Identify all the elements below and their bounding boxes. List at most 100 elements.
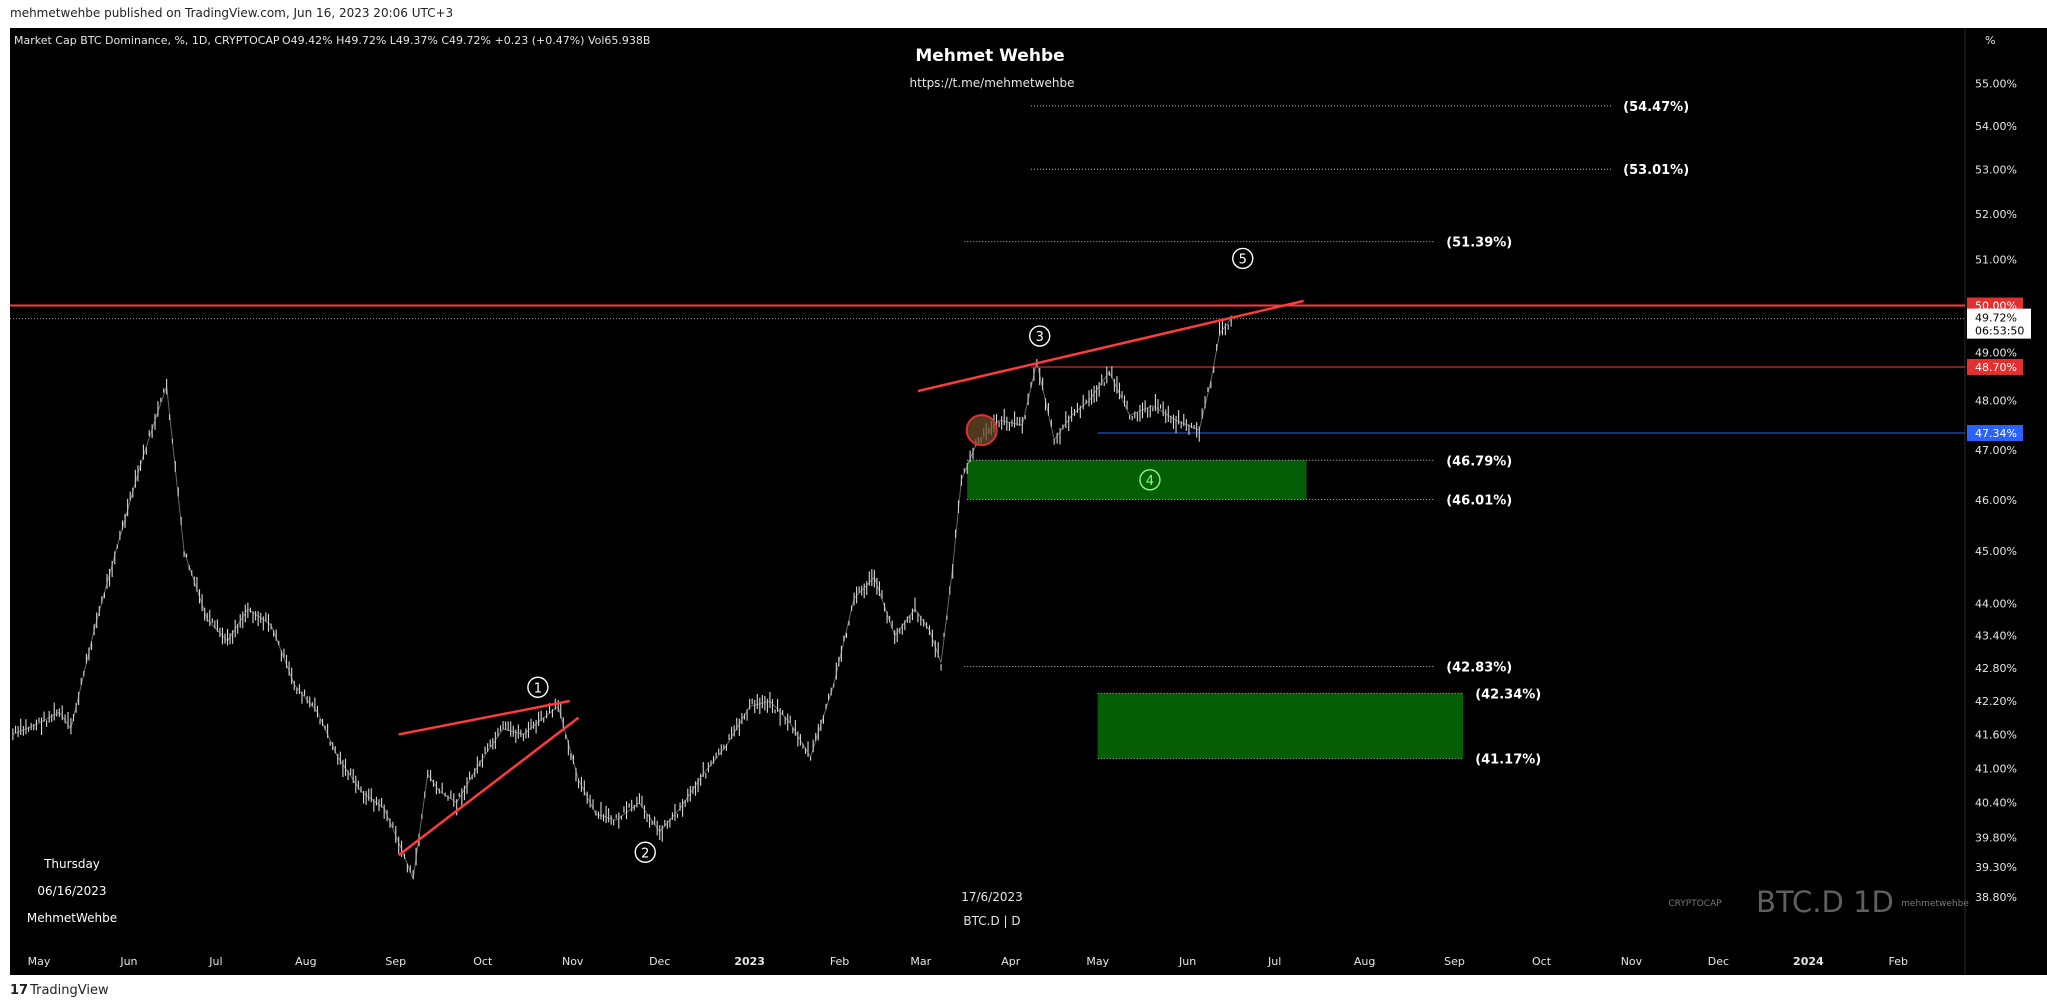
author-name: Mehmet Wehbe bbox=[915, 46, 1064, 66]
time-tick-label: Aug bbox=[1354, 955, 1375, 968]
time-tick-label: Dec bbox=[649, 955, 670, 968]
time-tick-label: 2024 bbox=[1793, 955, 1824, 968]
last-price-label: 49.72% bbox=[1975, 312, 2017, 325]
time-tick-label: May bbox=[28, 955, 51, 968]
fib-level-label: (42.83%) bbox=[1446, 660, 1512, 675]
price-tick-label: 42.80% bbox=[1975, 662, 2017, 675]
trendlines-layer bbox=[397, 299, 1304, 857]
price-tick-label: 54.00% bbox=[1975, 120, 2017, 133]
price-tick-label: 55.00% bbox=[1975, 77, 2017, 90]
chart-area[interactable]: (54.47%) (53.01%) (51.39%) (46.79%) (46.01%)… bbox=[10, 28, 2047, 975]
price-tick-label: 52.00% bbox=[1975, 208, 2017, 221]
fib-level-label: (51.39%) bbox=[1446, 236, 1512, 251]
wave-label-2: 2 bbox=[641, 846, 649, 861]
fib-level-label: (46.01%) bbox=[1446, 493, 1512, 508]
publish-bar: mehmetwehbe published on TradingView.com… bbox=[0, 0, 2047, 28]
time-tick-label: Sep bbox=[1444, 955, 1465, 968]
price-tick-label: 51.00% bbox=[1975, 253, 2017, 266]
author-link[interactable]: https://t.me/mehmetwehbe bbox=[910, 76, 1075, 90]
time-tick-label: Jul bbox=[208, 955, 222, 968]
date-label: 17/6/2023 bbox=[961, 890, 1023, 904]
price-tick-label: 46.00% bbox=[1975, 494, 2017, 507]
wave-label-1-circle bbox=[527, 676, 549, 698]
support-blue-price-badge: 47.34% bbox=[1975, 427, 2017, 440]
fib-level-label: (46.79%) bbox=[1446, 454, 1512, 469]
zones-layer bbox=[967, 460, 1464, 759]
price-tick-label: 41.60% bbox=[1975, 728, 2017, 741]
trendline-3 bbox=[917, 299, 1304, 393]
wave-labels-layer: 1 2 3 4 5 bbox=[527, 247, 1254, 863]
demand-zone-1 bbox=[967, 460, 1307, 500]
price-tick-label: 41.00% bbox=[1975, 762, 2017, 775]
signature-label: MehmetWehbe bbox=[27, 911, 117, 925]
ohlc-values: O49.42% H49.72% L49.37% C49.72% +0.23 (+… bbox=[282, 34, 650, 47]
fib-level-label: (42.34%) bbox=[1475, 687, 1541, 702]
tradingview-footer: 17 TradingView bbox=[0, 975, 2047, 1006]
date-short-label: 06/16/2023 bbox=[37, 884, 106, 898]
time-axis-background bbox=[10, 945, 2047, 975]
trendline-1 bbox=[398, 699, 571, 736]
support-blue-price-badge-bg bbox=[1967, 425, 2023, 442]
price-line bbox=[12, 318, 1232, 881]
time-tick-label: May bbox=[1086, 955, 1109, 968]
wave-label-5: 5 bbox=[1239, 252, 1247, 267]
price-axis-unit: % bbox=[1985, 34, 1995, 47]
price-tick-label: 38.80% bbox=[1975, 891, 2017, 904]
price-tick-label: 43.40% bbox=[1975, 630, 2017, 643]
time-tick-label: Jun bbox=[1178, 955, 1196, 968]
series-layer bbox=[12, 315, 1232, 881]
tradingview-logo-mark: 17 bbox=[10, 983, 29, 998]
time-tick-label: Nov bbox=[562, 955, 584, 968]
fib-level-label: (54.47%) bbox=[1623, 100, 1689, 115]
demand-zone-2 bbox=[1097, 693, 1464, 759]
price-tick-label: 53.00% bbox=[1975, 164, 2017, 177]
watermark-prefix: CRYPTOCAP bbox=[1668, 899, 1722, 909]
time-tick-label: Apr bbox=[1001, 955, 1021, 968]
watermark-main: BTC.D 1D bbox=[1756, 885, 1894, 919]
wave-label-2-circle bbox=[634, 841, 656, 863]
time-tick-label: Feb bbox=[1889, 955, 1908, 968]
countdown-label: 06:53:50 bbox=[1975, 325, 2024, 338]
wave-label-3-circle bbox=[1029, 325, 1051, 347]
time-axis[interactable]: May Jun Jul Aug Sep Oct Nov Dec 2023 Feb Mar Apr May… bbox=[28, 955, 1908, 968]
wave-label-4: 4 bbox=[1146, 474, 1154, 489]
time-tick-label: Jun bbox=[119, 955, 137, 968]
price-tick-label: 47.00% bbox=[1975, 444, 2017, 457]
wave-label-4-circle bbox=[1139, 469, 1161, 491]
tradingview-logo[interactable]: 17 TradingView bbox=[10, 983, 109, 998]
wave-label-5-circle bbox=[1232, 247, 1254, 270]
time-tick-label: Sep bbox=[385, 955, 406, 968]
last-price-badge-bg bbox=[1967, 308, 2031, 339]
price-tick-label: 39.80% bbox=[1975, 832, 2017, 845]
time-tick-label: Nov bbox=[1621, 955, 1643, 968]
weekday-label: Thursday bbox=[43, 857, 100, 871]
fib-level-label: (53.01%) bbox=[1623, 163, 1689, 178]
published-line: mehmetwehbe published on TradingView.com… bbox=[10, 6, 454, 20]
symbol-label: BTC.D | D bbox=[963, 914, 1020, 928]
time-tick-label: Jul bbox=[1267, 955, 1281, 968]
time-tick-label: Oct bbox=[1532, 955, 1552, 968]
tradingview-brand: TradingView bbox=[30, 983, 109, 998]
watermark-suffix: mehmetwehbe bbox=[1901, 899, 1969, 909]
price-tick-label: 39.30% bbox=[1975, 861, 2017, 874]
price-axis-background bbox=[1965, 28, 2047, 945]
symbol-line: Market Cap BTC Dominance, %, 1D, CRYPTOC… bbox=[14, 34, 280, 47]
wave-label-3: 3 bbox=[1036, 330, 1044, 345]
fib-level-label: (41.17%) bbox=[1475, 753, 1541, 768]
time-tick-label: 2023 bbox=[734, 955, 765, 968]
marker-circle bbox=[965, 414, 998, 447]
price-tick-label: 40.40% bbox=[1975, 797, 2017, 810]
price-axis[interactable]: 55.00% 54.00% 53.00% 52.00% 51.00% 49.00% 48.0… bbox=[1967, 77, 2031, 904]
price-tick-label: 44.00% bbox=[1975, 598, 2017, 611]
levels-layer: (54.47%) (53.01%) (51.39%) (46.79%) (46.01%)… bbox=[10, 100, 1965, 768]
time-tick-label: Feb bbox=[830, 955, 849, 968]
price-tick-label: 42.20% bbox=[1975, 695, 2017, 708]
time-tick-label: Mar bbox=[910, 955, 931, 968]
price-tick-label: 48.00% bbox=[1975, 395, 2017, 408]
trendline-2 bbox=[397, 716, 580, 857]
support-red-price-badge: 48.70% bbox=[1975, 361, 2017, 374]
time-tick-label: Oct bbox=[473, 955, 493, 968]
price-tick-label: 45.00% bbox=[1975, 545, 2017, 558]
price-tick-label: 49.00% bbox=[1975, 347, 2017, 360]
price-chart[interactable]: (54.47%) (53.01%) (51.39%) (46.79%) (46.01%)… bbox=[10, 28, 2047, 975]
